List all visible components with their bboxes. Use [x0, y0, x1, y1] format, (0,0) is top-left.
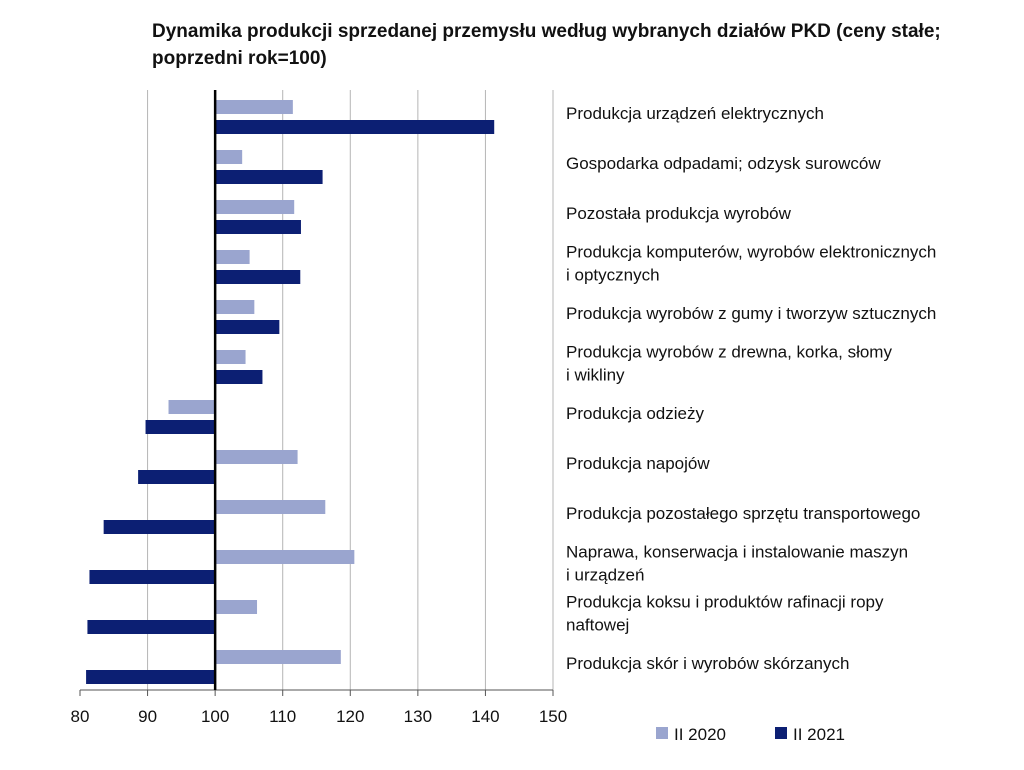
bar-ii-2020	[215, 550, 355, 564]
x-tick-label: 100	[201, 707, 229, 726]
bar-ii-2020	[215, 500, 326, 514]
category-label: Produkcja wyrobów z gumy i tworzyw sztuc…	[566, 304, 936, 323]
x-tick-label: 150	[539, 707, 567, 726]
gridlines	[147, 90, 554, 690]
x-tick-label: 130	[404, 707, 432, 726]
bar-ii-2020	[215, 100, 293, 114]
legend-swatch	[656, 727, 668, 739]
x-tick-label: 80	[71, 707, 90, 726]
bar-ii-2020	[215, 450, 298, 464]
category-label: Produkcja koksu i produktów rafinacji ro…	[566, 593, 884, 635]
x-tick-label: 110	[269, 707, 296, 726]
category-label: Gospodarka odpadami; odzysk surowców	[566, 154, 881, 173]
x-axis: 80 90 100 110 120 130 140 150	[71, 90, 567, 726]
category-labels: Produkcja urządzeń elektrycznych Gospodar…	[566, 104, 936, 673]
legend: II 2020 II 2021	[656, 725, 845, 744]
bar-ii-2020	[215, 150, 243, 164]
bar-ii-2020	[215, 300, 255, 314]
bar-ii-2020	[215, 250, 250, 264]
bars	[86, 100, 495, 684]
chart-title: Dynamika produkcji sprzedanej przemysłu …	[152, 21, 941, 69]
category-label: Pozostała produkcja wyrobów	[566, 204, 792, 223]
x-tick-label: 140	[471, 707, 499, 726]
bar-ii-2021	[89, 570, 216, 584]
bar-ii-2021	[215, 170, 323, 184]
category-label: Produkcja komputerów, wyrobów elektronic…	[566, 243, 936, 285]
bar-ii-2020	[168, 400, 216, 414]
category-label: Produkcja odzieży	[566, 404, 704, 423]
x-tick-label: 120	[336, 707, 364, 726]
bar-ii-2020	[215, 350, 246, 364]
legend-swatch	[775, 727, 787, 739]
category-label: Naprawa, konserwacja i instalowanie masz…	[566, 543, 908, 585]
bar-ii-2021	[215, 220, 301, 234]
legend-label: II 2021	[793, 725, 845, 744]
bar-ii-2021	[138, 470, 216, 484]
category-label: Produkcja skór i wyrobów skórzanych	[566, 654, 849, 673]
bar-ii-2021	[215, 120, 495, 134]
bar-ii-2021	[103, 520, 216, 534]
x-tick-label: 90	[138, 707, 157, 726]
bar-ii-2021	[87, 620, 216, 634]
category-label: Produkcja wyrobów z drewna, korka, słomy…	[566, 343, 892, 385]
bar-ii-2021	[86, 670, 216, 684]
category-label: Produkcja napojów	[566, 454, 710, 473]
bar-ii-2021	[145, 420, 216, 434]
category-label: Produkcja pozostałego sprzętu transporto…	[566, 504, 920, 523]
bar-ii-2021	[215, 270, 301, 284]
bar-ii-2020	[215, 200, 295, 214]
bar-ii-2021	[215, 370, 263, 384]
category-label: Produkcja urządzeń elektrycznych	[566, 104, 824, 123]
bar-ii-2021	[215, 320, 280, 334]
bar-ii-2020	[215, 600, 258, 614]
bar-ii-2020	[215, 650, 341, 664]
legend-label: II 2020	[674, 725, 726, 744]
